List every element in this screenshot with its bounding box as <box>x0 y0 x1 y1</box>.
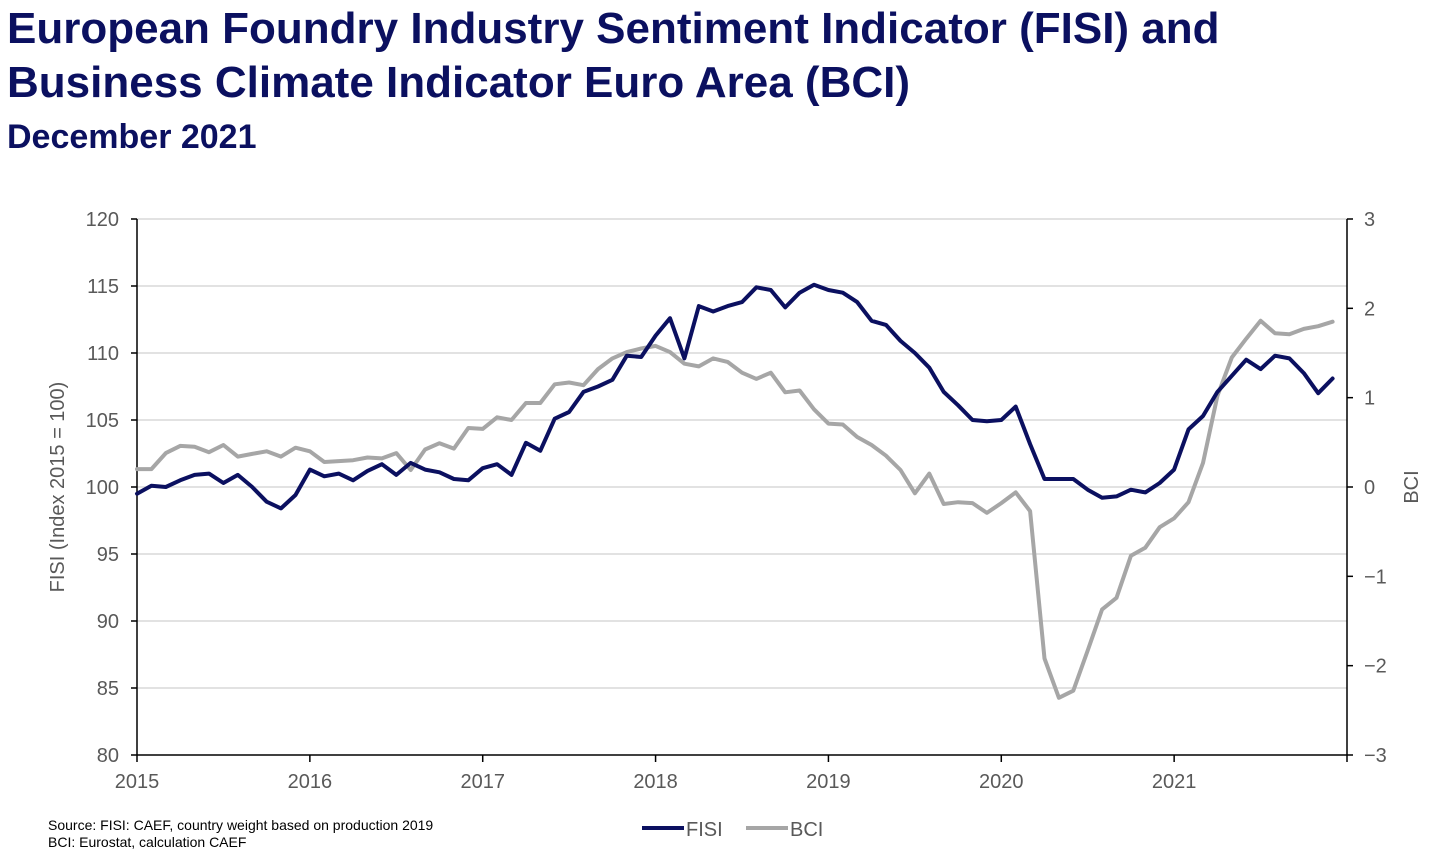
series-line-bci <box>135 318 1335 700</box>
y-axis-title-right: BCI <box>1401 470 1423 503</box>
source-line-2: BCI: Eurostat, calculation CAEF <box>48 834 247 850</box>
right-tick-label: 3 <box>1364 209 1375 231</box>
right-tick-label: 1 <box>1364 388 1375 410</box>
left-tick-label: 80 <box>97 745 119 767</box>
left-tick-label: 90 <box>97 611 119 633</box>
source-note: Source: FISI: CAEF, country weight based… <box>48 817 433 851</box>
x-tick-label: 2018 <box>633 771 678 793</box>
x-tick-label: 2021 <box>1152 771 1197 793</box>
legend-label-fisi: FISI <box>686 819 723 841</box>
chart-title-line2: Business Climate Indicator Euro Area (BC… <box>7 58 911 107</box>
right-tick-label: 2 <box>1364 298 1375 320</box>
source-line-1: Source: FISI: CAEF, country weight based… <box>48 817 434 833</box>
x-tick-label: 2015 <box>115 771 160 793</box>
chart-title: European Foundry Industry Sentiment Indi… <box>7 2 1220 110</box>
x-tick-label: 2019 <box>806 771 851 793</box>
right-tick-label: −2 <box>1364 656 1387 678</box>
legend-label-bci: BCI <box>790 819 823 841</box>
right-tick-label: −1 <box>1364 566 1387 588</box>
left-tick-label: 120 <box>86 209 119 231</box>
left-tick-label: 105 <box>86 410 119 432</box>
left-tick-label: 115 <box>87 276 119 298</box>
left-tick-label: 110 <box>87 343 119 365</box>
left-tick-label: 85 <box>97 678 119 700</box>
y-axis-title-left: FISI (Index 2015 = 100) <box>47 382 69 593</box>
left-tick-label: 95 <box>97 544 119 566</box>
x-tick-label: 2016 <box>288 771 333 793</box>
x-tick-label: 2020 <box>979 771 1024 793</box>
right-tick-label: −3 <box>1364 745 1387 767</box>
x-tick-label: 2017 <box>460 771 505 793</box>
chart-subtitle: December 2021 <box>7 118 257 156</box>
chart-title-line1: European Foundry Industry Sentiment Indi… <box>7 4 1220 53</box>
left-tick-label: 100 <box>86 477 119 499</box>
right-tick-label: 0 <box>1364 477 1375 499</box>
series-line-fisi <box>135 282 1335 511</box>
